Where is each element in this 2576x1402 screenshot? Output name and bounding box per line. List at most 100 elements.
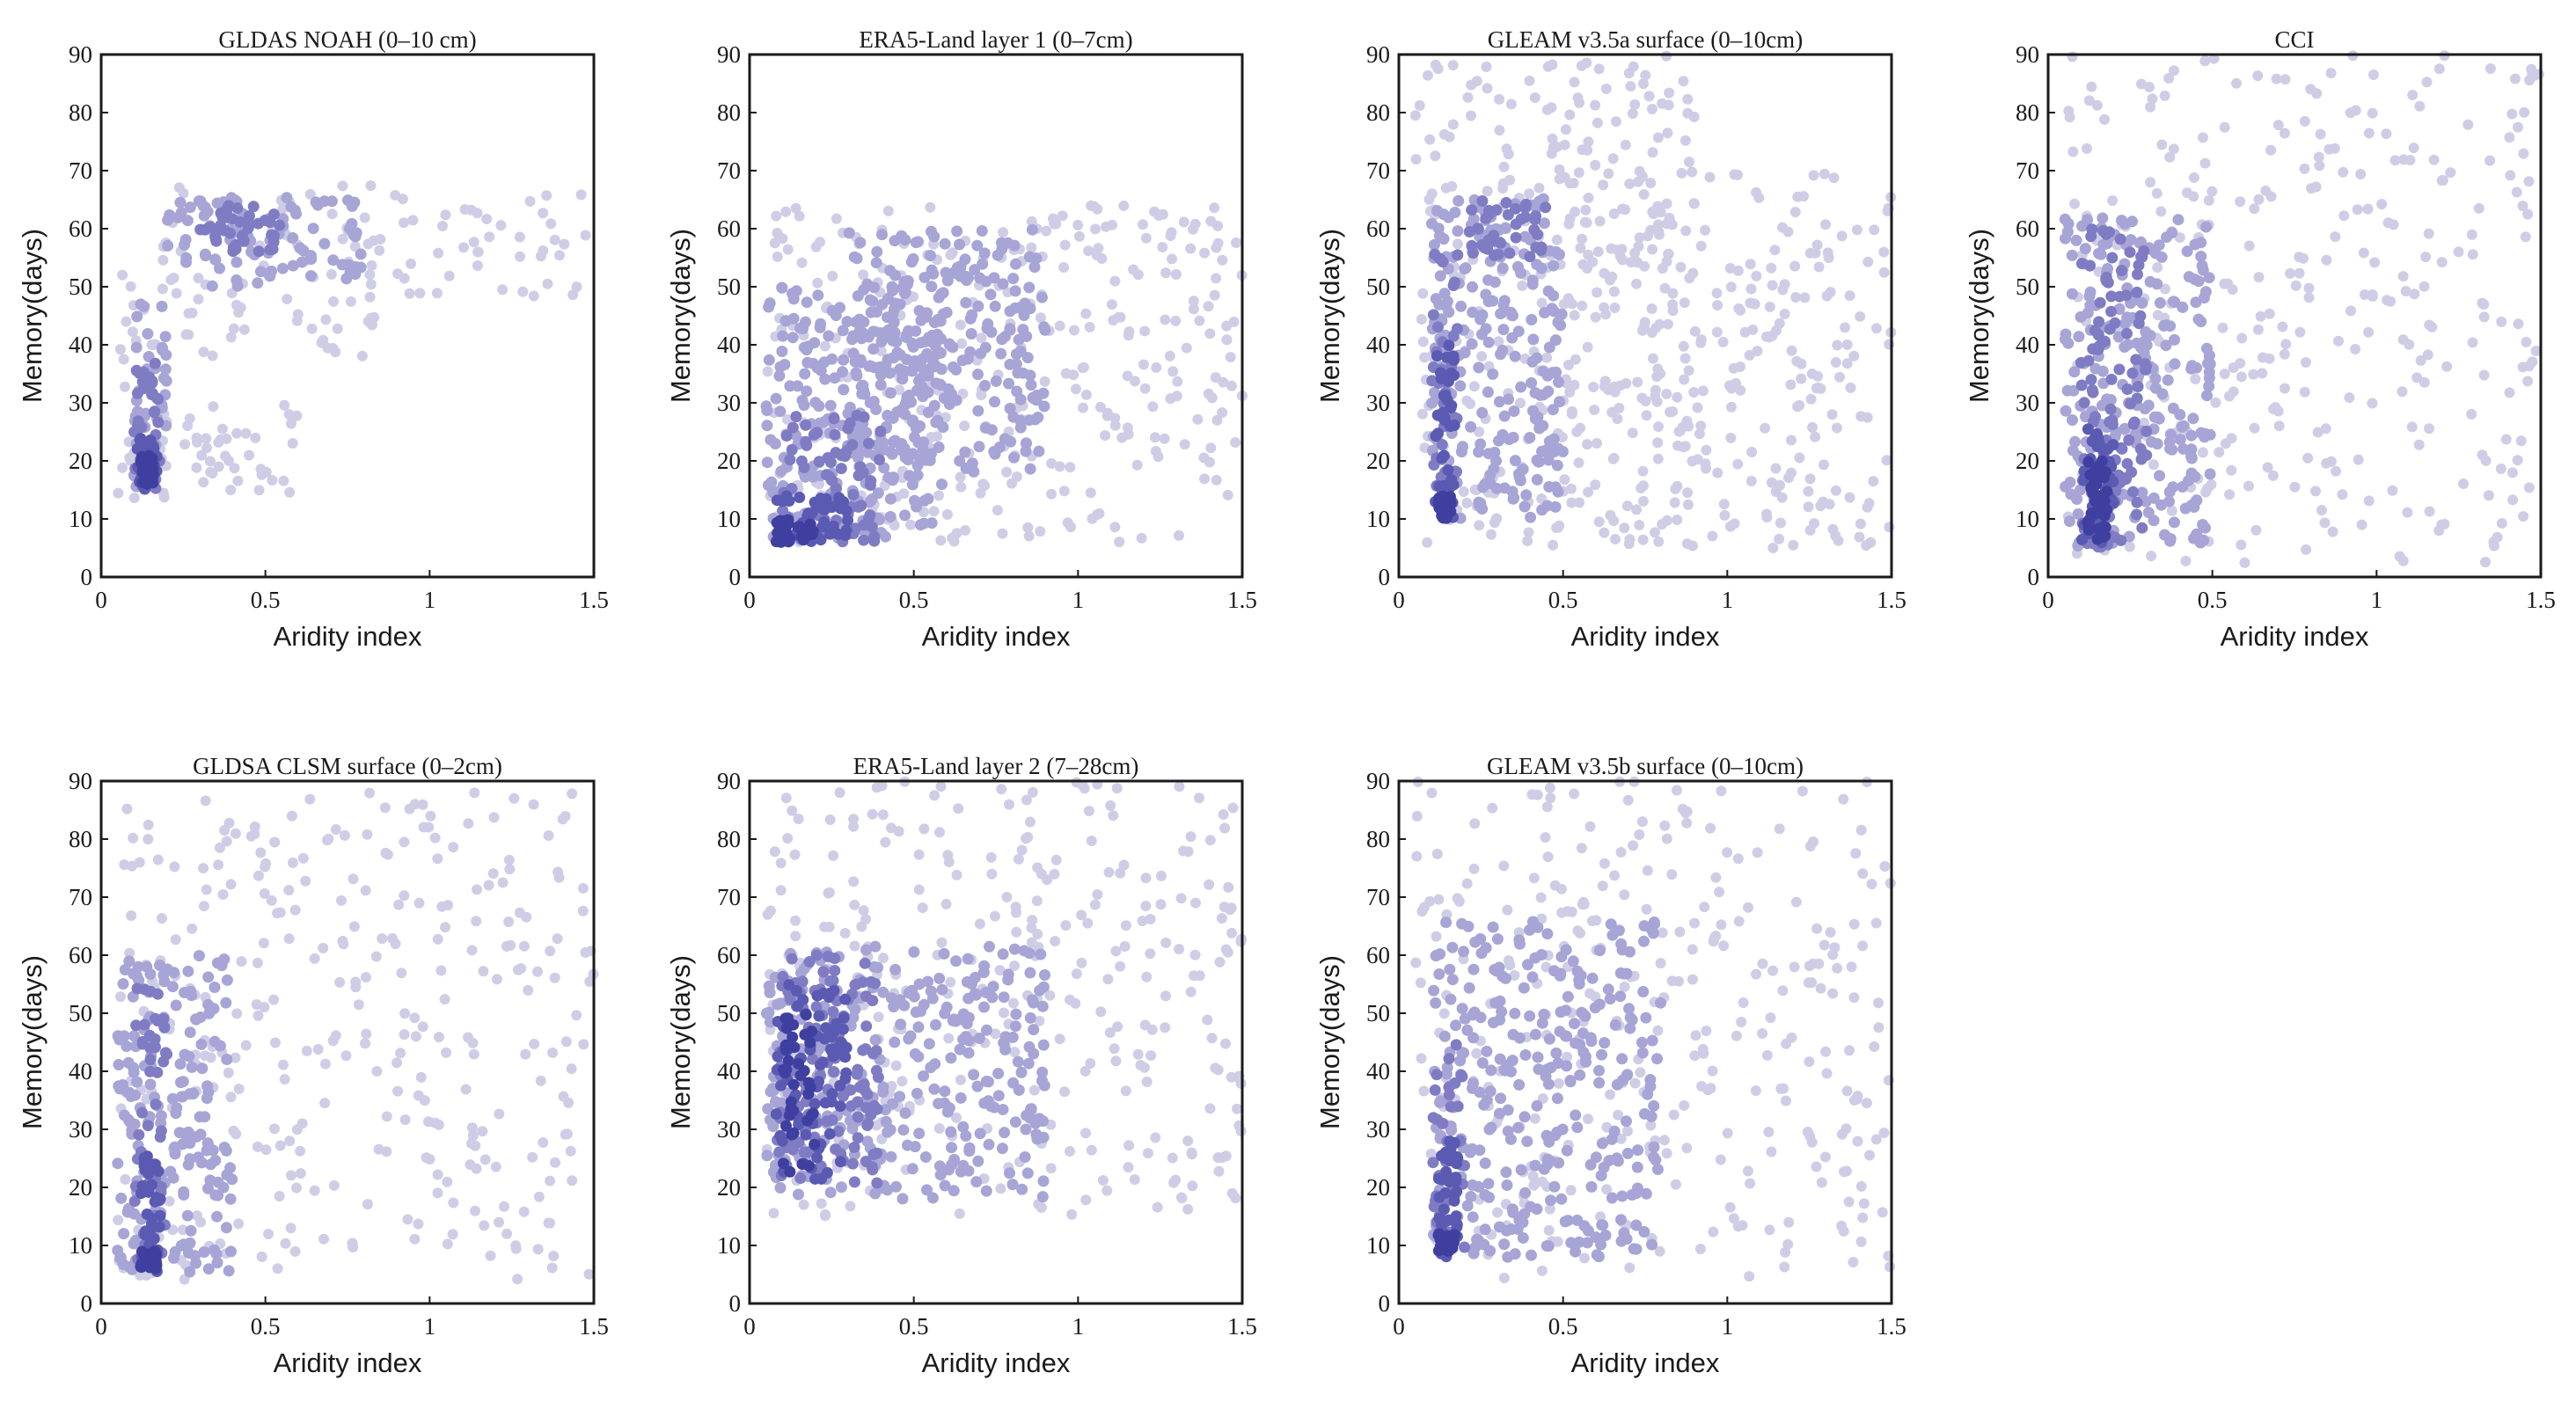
data-point: [2369, 257, 2381, 268]
data-point: [2422, 349, 2433, 361]
data-point: [864, 509, 876, 522]
data-point: [170, 999, 182, 1011]
data-point: [236, 230, 248, 242]
data-point: [2480, 557, 2491, 568]
data-point: [1476, 351, 1488, 362]
data-point: [1445, 402, 1457, 414]
data-point: [989, 300, 1001, 312]
data-point: [930, 1019, 941, 1031]
data-point: [2107, 439, 2119, 451]
data-point: [798, 462, 810, 473]
data-point: [2151, 187, 2163, 199]
data-point: [1790, 292, 1802, 303]
data-point: [130, 1019, 143, 1032]
data-point: [2083, 514, 2096, 526]
data-point: [436, 901, 448, 912]
data-point: [580, 947, 591, 958]
data-point: [1452, 238, 1463, 250]
data-point: [2159, 90, 2170, 101]
data-point: [2121, 327, 2133, 340]
data-point: [989, 396, 1000, 408]
y-tick-label: 80: [1366, 99, 1390, 126]
data-point: [439, 994, 450, 1005]
data-point: [780, 206, 792, 217]
data-point: [2097, 212, 2109, 224]
data-point: [1751, 186, 1762, 198]
data-point: [980, 275, 992, 288]
data-point: [806, 528, 818, 540]
data-point: [1819, 168, 1830, 179]
data-point: [2239, 557, 2250, 568]
data-point: [1023, 281, 1036, 294]
data-point: [925, 250, 936, 262]
data-point: [784, 380, 796, 392]
data-point: [193, 273, 204, 284]
data-point: [882, 1126, 894, 1138]
data-point: [321, 835, 333, 846]
data-point: [185, 985, 197, 997]
data-point: [1841, 358, 1853, 369]
data-point: [858, 269, 869, 281]
data-point: [1130, 376, 1140, 387]
data-point: [1554, 396, 1565, 408]
data-point: [1119, 941, 1131, 952]
data-point: [472, 208, 483, 219]
data-point: [2104, 323, 2116, 335]
data-point: [1140, 901, 1152, 911]
data-point: [301, 1045, 312, 1056]
data-point: [1109, 275, 1121, 287]
data-point: [1582, 439, 1592, 450]
data-point: [1667, 288, 1679, 299]
data-point: [2500, 434, 2512, 445]
data-point: [2148, 411, 2161, 423]
data-point: [801, 385, 813, 398]
data-point: [867, 995, 879, 1007]
data-point: [143, 834, 154, 845]
data-point: [959, 446, 971, 458]
data-point: [1118, 859, 1130, 871]
data-point: [1583, 486, 1594, 498]
data-point: [178, 1186, 190, 1198]
data-point: [996, 243, 1008, 255]
data-point: [1422, 537, 1433, 548]
data-point: [2523, 176, 2535, 187]
data-point: [809, 1138, 821, 1150]
x-tick-label: 1: [2371, 587, 2383, 613]
data-point: [800, 1009, 812, 1021]
data-point: [1019, 1151, 1031, 1163]
data-point: [158, 1021, 171, 1033]
data-point: [787, 421, 799, 434]
data-point: [154, 1209, 166, 1222]
data-point: [877, 986, 889, 998]
data-point: [2478, 311, 2490, 323]
data-point: [1519, 500, 1531, 513]
data-point: [231, 427, 243, 439]
data-point: [1022, 522, 1034, 533]
data-point: [911, 469, 924, 481]
data-point: [1566, 298, 1577, 310]
data-point: [963, 1142, 976, 1154]
data-point: [1186, 1147, 1197, 1158]
axes-frame: [2046, 53, 2543, 579]
y-tick-label: 30: [717, 1116, 741, 1143]
data-point: [1590, 479, 1601, 491]
data-point: [2397, 555, 2409, 566]
data-point: [2147, 93, 2158, 105]
data-point: [1083, 245, 1094, 257]
scatter-points: [113, 180, 591, 503]
data-point: [1493, 396, 1505, 408]
data-point: [1863, 498, 1875, 509]
data-point: [194, 1128, 207, 1141]
data-point: [294, 242, 306, 254]
data-point: [201, 433, 212, 444]
data-point: [295, 1145, 306, 1157]
data-point: [935, 363, 948, 376]
data-point: [972, 405, 984, 417]
point-cluster-level-3: [1463, 195, 1552, 263]
data-point: [2217, 322, 2228, 333]
data-point: [128, 1030, 140, 1042]
data-point: [1138, 219, 1148, 230]
data-point: [1608, 286, 1620, 297]
data-point: [1757, 1028, 1768, 1039]
data-point: [2197, 132, 2208, 143]
